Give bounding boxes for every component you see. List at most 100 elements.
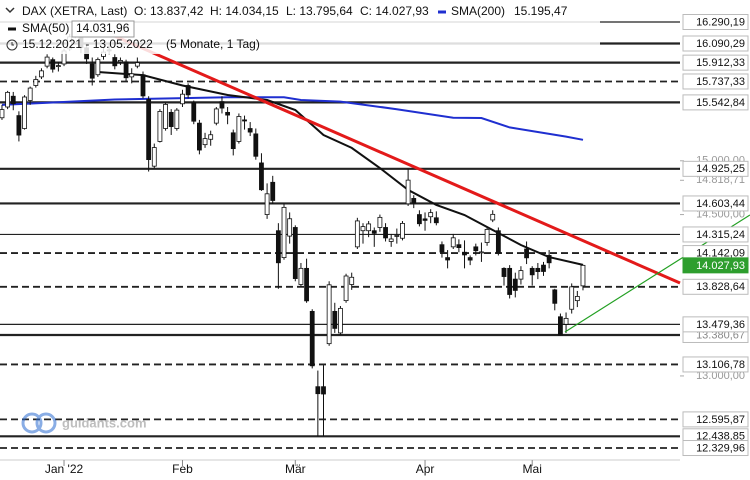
candle-body <box>0 109 5 119</box>
candle-body <box>456 244 462 248</box>
price-label-box <box>682 35 749 52</box>
candle-body <box>518 270 524 280</box>
open: O: 13.837,42 <box>134 4 204 18</box>
candle-body <box>16 115 22 136</box>
candle-body <box>490 213 496 221</box>
x-tick-label: Mai <box>523 462 542 476</box>
candle-body <box>563 317 569 325</box>
candle-body <box>580 264 586 287</box>
price-label: 13.106,78 <box>696 359 745 371</box>
sma50-value: 14.031,96 <box>76 21 130 35</box>
candle-body <box>95 59 101 76</box>
candle-body <box>507 267 513 295</box>
candle-body <box>213 108 219 124</box>
period: (5 Monate, 1 Tag) <box>166 37 260 51</box>
close: C: 14.027,93 <box>360 4 429 18</box>
candle-body <box>558 316 563 336</box>
candle-body <box>343 275 349 302</box>
candle-body <box>281 206 287 259</box>
legend-sma200: SMA(200) <box>451 4 505 18</box>
candle-body <box>315 386 321 395</box>
candle-body <box>292 227 298 279</box>
candle-body <box>264 193 270 215</box>
candle-body <box>366 223 372 232</box>
price-label: 13.479,36 <box>696 319 745 331</box>
watermark-text: guidants.com <box>62 415 147 430</box>
candle-body <box>197 122 202 151</box>
date-range: 15.12.2021 - 13.05.2022 <box>22 37 153 51</box>
candle-body <box>230 132 236 150</box>
candle-body <box>462 251 467 256</box>
price-label: 15.912,33 <box>696 57 745 69</box>
candle-body <box>332 310 338 329</box>
candle-body <box>129 73 135 78</box>
price-label-box <box>682 13 749 30</box>
collapse-icon[interactable] <box>5 7 15 14</box>
candle-body <box>416 214 422 225</box>
candle-body <box>479 251 484 254</box>
price-label-box <box>682 356 749 373</box>
candle-body <box>321 386 326 395</box>
candle-body <box>151 147 157 167</box>
candle-body <box>298 267 304 285</box>
candle-body <box>422 218 428 221</box>
candle-body <box>349 276 355 285</box>
candle-body <box>450 237 456 248</box>
candle-body <box>546 255 552 264</box>
price-label: 13.828,64 <box>696 281 745 293</box>
candle-body <box>535 267 541 272</box>
candle-body <box>338 307 343 334</box>
candle-body <box>174 109 180 129</box>
price-label-box <box>682 316 749 333</box>
candle-body <box>27 87 33 101</box>
price-label-box <box>682 54 749 71</box>
candle-body <box>354 220 360 248</box>
y-tick-label: 14.500,00 <box>696 208 745 220</box>
candle-body <box>524 248 529 259</box>
candle-body <box>512 278 518 291</box>
price-label: 14.315,24 <box>696 229 745 241</box>
candle-body <box>383 227 388 239</box>
price-label: 14.925,25 <box>696 163 745 175</box>
candle-body <box>44 56 50 67</box>
candle-body <box>208 134 214 140</box>
candle-body <box>400 222 405 239</box>
candle-body <box>140 74 146 97</box>
x-tick-label: Feb <box>172 462 193 476</box>
price-label: 15.542,84 <box>696 97 745 109</box>
price-label-box <box>682 160 749 177</box>
candle-body <box>270 181 276 201</box>
candle-body <box>112 57 118 67</box>
candle-body <box>377 216 383 228</box>
candle-body <box>185 85 191 96</box>
candle-body <box>405 179 411 205</box>
sma-line <box>1 96 584 141</box>
candle-body <box>180 93 185 105</box>
price-label: 12.438,85 <box>696 431 745 443</box>
price-label: 14.603,44 <box>696 198 745 210</box>
header-title: DAX (XETRA, Last) <box>22 4 127 18</box>
sma200-value: 15.195,47 <box>514 4 568 18</box>
price-label-box <box>682 94 749 111</box>
candle-body <box>309 310 315 367</box>
candle-body <box>484 229 490 243</box>
candle-body <box>236 116 242 142</box>
candle-body <box>501 267 507 277</box>
x-tick-label: Mär <box>285 462 306 476</box>
candle-body <box>225 111 231 116</box>
x-tick-label: Jan '22 <box>45 462 84 476</box>
candle-body <box>388 238 394 242</box>
price-label: 14.142,09 <box>696 247 745 259</box>
plot: 15.000,0014.818,7114.500,0013.000,00Jan … <box>0 13 750 476</box>
x-tick-label: Apr <box>416 462 435 476</box>
candle-body <box>50 59 56 70</box>
candle-body <box>55 65 61 67</box>
candle-body <box>22 96 27 129</box>
candle-body <box>473 246 479 252</box>
candle-body <box>287 218 293 237</box>
clock-icon <box>6 39 18 51</box>
price-label: 15.737,33 <box>696 76 745 88</box>
candle-body <box>574 296 580 302</box>
